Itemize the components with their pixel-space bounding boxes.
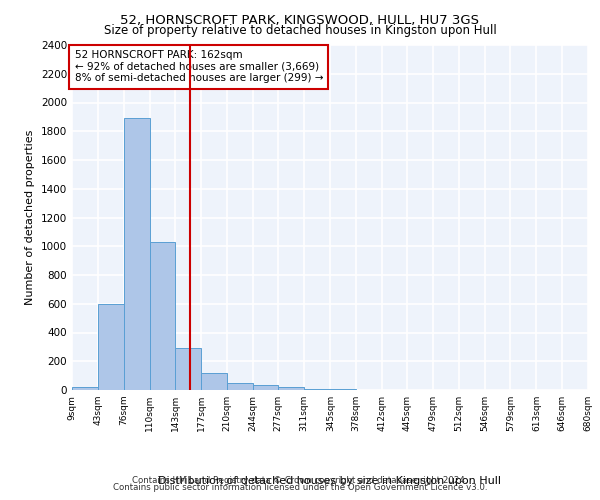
Bar xyxy=(175,348,201,390)
Bar xyxy=(201,373,227,390)
Bar xyxy=(124,118,149,390)
Text: 52, HORNSCROFT PARK, KINGSWOOD, HULL, HU7 3GS: 52, HORNSCROFT PARK, KINGSWOOD, HULL, HU… xyxy=(121,14,479,27)
Text: 52 HORNSCROFT PARK: 162sqm
← 92% of detached houses are smaller (3,669)
8% of se: 52 HORNSCROFT PARK: 162sqm ← 92% of deta… xyxy=(74,50,323,84)
Bar xyxy=(98,304,124,390)
Text: Contains HM Land Registry data © Crown copyright and database right 2024.: Contains HM Land Registry data © Crown c… xyxy=(132,476,468,485)
X-axis label: Distribution of detached houses by size in Kingston upon Hull: Distribution of detached houses by size … xyxy=(158,476,502,486)
Bar xyxy=(304,388,331,390)
Bar xyxy=(149,242,175,390)
Text: Size of property relative to detached houses in Kingston upon Hull: Size of property relative to detached ho… xyxy=(104,24,496,37)
Y-axis label: Number of detached properties: Number of detached properties xyxy=(25,130,35,305)
Text: Contains public sector information licensed under the Open Government Licence v3: Contains public sector information licen… xyxy=(113,483,487,492)
Bar xyxy=(227,383,253,390)
Bar xyxy=(253,385,278,390)
Bar xyxy=(72,387,98,390)
Bar xyxy=(278,387,304,390)
